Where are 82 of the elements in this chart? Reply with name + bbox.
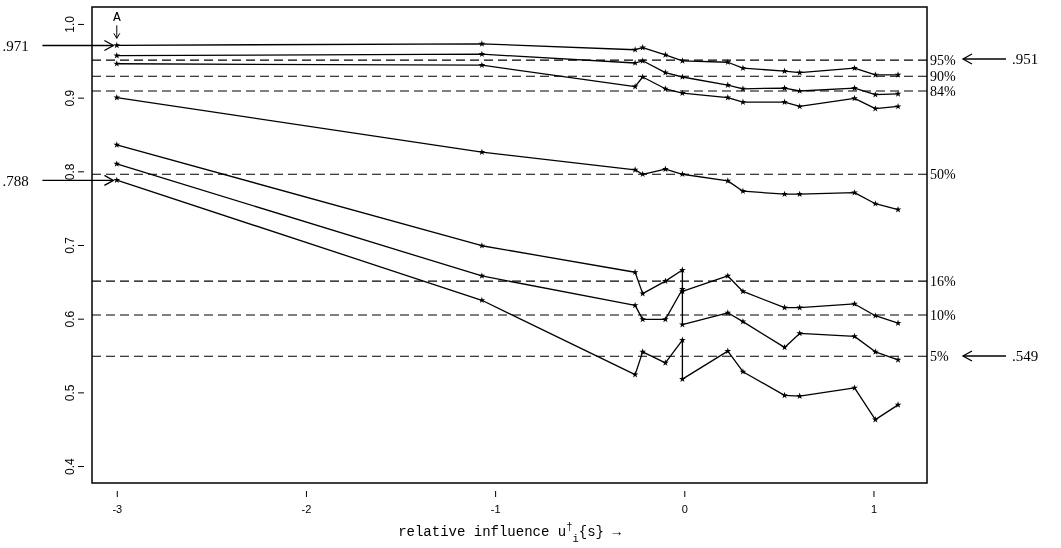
point — [679, 321, 686, 328]
point — [639, 348, 647, 355]
point — [662, 277, 669, 284]
point — [872, 348, 879, 355]
point — [639, 315, 647, 323]
point — [478, 272, 486, 279]
point — [894, 319, 902, 326]
x-tick-label: -2 — [301, 503, 312, 516]
point — [478, 296, 486, 304]
point — [662, 315, 669, 323]
point — [662, 359, 669, 366]
point — [781, 343, 788, 351]
text: 16% — [930, 274, 956, 290]
point — [739, 187, 747, 195]
point — [796, 329, 804, 337]
y-tick-label: 0.5 — [63, 384, 78, 402]
point — [894, 102, 902, 110]
x-tick-label: 1 — [870, 503, 878, 516]
point — [851, 332, 858, 340]
text: 84% — [930, 83, 956, 99]
point — [113, 176, 121, 184]
text: 95% — [930, 52, 956, 68]
text: 50% — [930, 167, 956, 183]
point — [679, 170, 686, 178]
y-tick-label: 0.4 — [63, 457, 78, 475]
point — [679, 336, 686, 343]
point — [113, 160, 121, 167]
point — [631, 59, 639, 66]
point — [478, 242, 486, 249]
point — [679, 89, 686, 97]
point — [781, 190, 788, 198]
point — [724, 81, 732, 88]
point — [739, 287, 747, 295]
text: .971 — [2, 37, 29, 54]
point — [851, 94, 858, 102]
point — [679, 57, 686, 64]
text: .549 — [1012, 348, 1039, 365]
y-tick-label: 0.8 — [63, 163, 78, 181]
point — [631, 83, 639, 90]
point — [796, 87, 804, 94]
point — [639, 44, 647, 51]
text: 5% — [930, 349, 949, 365]
point — [796, 190, 804, 198]
point — [478, 148, 486, 156]
text: .951 — [1012, 51, 1039, 68]
point — [662, 51, 669, 58]
point — [781, 391, 788, 399]
point — [796, 102, 804, 110]
point — [851, 300, 858, 307]
y-tick-label: 0.7 — [63, 236, 78, 254]
point — [739, 98, 747, 105]
point — [679, 73, 686, 80]
point — [851, 64, 858, 72]
point — [851, 189, 858, 196]
point — [478, 50, 486, 58]
point — [662, 165, 669, 172]
point — [478, 61, 486, 69]
y-tick-label: 0.9 — [63, 89, 78, 107]
point — [639, 73, 647, 80]
annotation: A — [112, 10, 121, 26]
point — [724, 272, 732, 279]
text: 90% — [930, 69, 956, 85]
y-tick-label: 0.6 — [63, 310, 78, 328]
y-tick-label: 1.0 — [63, 15, 78, 33]
point — [894, 90, 902, 97]
text: 10% — [930, 307, 956, 323]
point — [851, 384, 858, 391]
point — [724, 58, 732, 66]
point — [679, 266, 686, 273]
x-tick-label: 0 — [681, 503, 688, 516]
point — [724, 347, 732, 354]
point — [631, 46, 639, 53]
x-tick-label: -1 — [490, 503, 501, 516]
point — [113, 41, 121, 49]
point — [894, 356, 902, 363]
point — [739, 64, 747, 72]
point — [631, 301, 639, 309]
point — [662, 69, 669, 76]
point — [796, 69, 804, 76]
x-tick-label: -3 — [112, 503, 123, 516]
x-axis-title: relative influence u$^{†}$$_{i}${s} → — [398, 521, 622, 545]
text: .788 — [2, 172, 29, 189]
